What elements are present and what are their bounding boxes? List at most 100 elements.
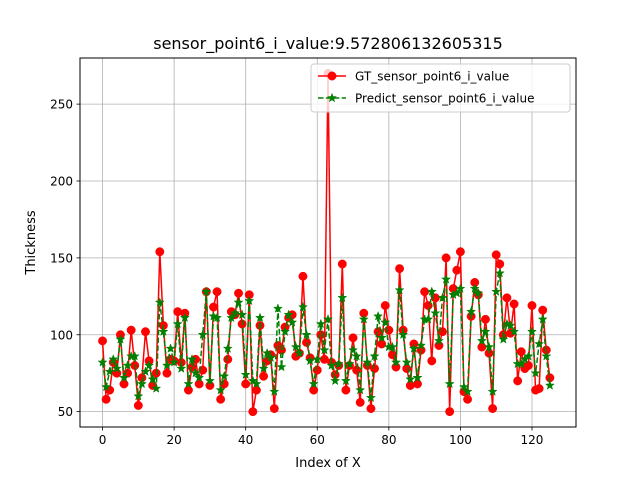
data-point — [455, 283, 466, 293]
data-point — [330, 375, 341, 386]
data-point — [312, 354, 323, 364]
data-point — [476, 335, 487, 346]
data-point — [537, 314, 548, 324]
data-point — [481, 314, 490, 324]
data-point — [287, 317, 298, 327]
data-point — [212, 287, 222, 297]
x-tick-label: 80 — [381, 433, 396, 447]
data-point — [369, 350, 380, 361]
data-point — [534, 384, 544, 394]
data-point — [527, 301, 537, 310]
data-point — [347, 344, 359, 355]
data-point — [237, 309, 248, 320]
data-point — [427, 356, 437, 366]
data-point — [219, 370, 230, 381]
data-point — [483, 341, 495, 352]
data-point — [505, 320, 516, 330]
data-point — [119, 379, 129, 389]
data-point — [316, 330, 326, 340]
legend-label-predict: Predict_sensor_point6_i_value — [355, 92, 534, 106]
data-point — [423, 301, 433, 310]
data-point — [140, 366, 151, 376]
data-point — [351, 350, 362, 361]
data-point — [538, 305, 548, 315]
data-point — [222, 343, 233, 353]
data-point — [141, 327, 150, 337]
data-point — [301, 329, 312, 340]
x-tick-label: 0 — [99, 433, 107, 447]
data-point — [477, 342, 487, 352]
data-point — [133, 390, 144, 401]
data-point — [513, 376, 523, 386]
data-point — [251, 378, 262, 389]
y-tick-label: 100 — [50, 328, 73, 342]
data-point — [502, 293, 512, 303]
data-point — [197, 329, 208, 340]
data-point — [259, 371, 269, 381]
legend-label-gt: GT_sensor_point6_i_value — [355, 70, 509, 84]
data-point — [111, 363, 122, 373]
data-point — [451, 287, 462, 298]
data-point — [377, 339, 387, 349]
data-point — [494, 267, 505, 278]
data-point — [251, 385, 261, 395]
data-point — [415, 340, 427, 350]
series-layer — [97, 68, 555, 417]
data-point — [322, 314, 334, 324]
data-point — [244, 295, 255, 306]
x-tick-label: 120 — [521, 433, 544, 447]
data-point — [423, 314, 434, 324]
y-tick-label: 200 — [50, 175, 73, 189]
data-point — [394, 284, 405, 295]
data-point — [158, 326, 169, 336]
data-point — [183, 378, 194, 389]
data-point — [216, 394, 226, 404]
data-point — [97, 357, 108, 367]
data-point — [209, 302, 218, 312]
data-point — [226, 312, 237, 323]
data-point — [495, 259, 505, 269]
data-point — [398, 329, 409, 340]
data-point — [297, 301, 309, 312]
data-point — [234, 288, 243, 298]
data-point — [491, 250, 501, 260]
y-tick-label: 150 — [50, 251, 73, 265]
data-point — [516, 358, 527, 369]
x-tick-label: 40 — [238, 433, 253, 447]
data-point — [352, 365, 362, 375]
data-point — [204, 375, 215, 386]
data-point — [272, 303, 283, 313]
y-tick-label: 250 — [50, 98, 73, 112]
legend: GT_sensor_point6_i_value Predict_sensor_… — [310, 63, 571, 113]
data-point — [122, 360, 133, 370]
data-point — [194, 379, 204, 389]
data-point — [355, 384, 366, 395]
data-point — [201, 286, 212, 297]
data-point — [229, 307, 241, 318]
data-point — [290, 341, 301, 352]
data-point — [162, 368, 172, 378]
data-point — [258, 363, 269, 373]
plot-frame — [79, 57, 577, 428]
x-axis: 0 20 40 60 80 100 120 — [99, 427, 544, 447]
legend-box — [310, 63, 571, 113]
data-point — [269, 404, 279, 413]
data-point — [262, 347, 273, 358]
data-point — [426, 286, 437, 297]
data-point — [413, 379, 422, 389]
data-point — [441, 253, 451, 263]
data-point — [480, 326, 491, 336]
data-point — [136, 378, 147, 389]
data-point — [279, 326, 291, 336]
data-point — [445, 407, 455, 417]
data-point — [151, 383, 162, 393]
data-point — [441, 274, 452, 284]
data-point — [315, 318, 326, 329]
data-point — [333, 358, 344, 369]
data-point — [294, 347, 305, 358]
data-point — [452, 265, 462, 275]
data-point — [133, 401, 143, 410]
data-point — [98, 336, 107, 346]
data-point — [223, 354, 233, 364]
